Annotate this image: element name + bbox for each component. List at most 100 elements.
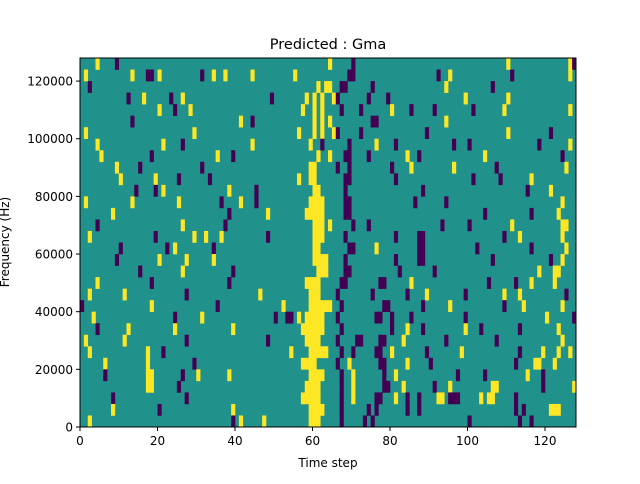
heatmap-cell [343, 150, 352, 163]
heatmap-cell [138, 265, 143, 278]
heatmap-cell [351, 369, 356, 382]
heatmap-cell [149, 277, 154, 289]
heatmap-cell [521, 403, 526, 416]
heatmap-cell [432, 380, 437, 393]
heatmap-cell [145, 369, 154, 382]
heatmap-cell [448, 392, 461, 405]
heatmap-cell [227, 369, 232, 382]
heatmap-cell [293, 69, 298, 82]
heatmap-cell [417, 230, 426, 243]
heatmap-cell [231, 323, 236, 336]
heatmap-cell [320, 104, 325, 116]
y-tick-label: 80000 [35, 190, 73, 204]
heatmap-cell [432, 265, 437, 278]
heatmap-cell [176, 196, 182, 209]
heatmap-cell [428, 357, 433, 370]
x-tick-label: 0 [76, 434, 84, 448]
heatmap-cell [184, 288, 189, 301]
y-tick-label: 100000 [27, 132, 73, 146]
heatmap-cell [188, 104, 193, 116]
heatmap-cell [320, 92, 325, 105]
heatmap-cell [393, 392, 399, 405]
heatmap-cell [510, 219, 515, 232]
heatmap-cell [95, 323, 100, 336]
heatmap-cell [541, 346, 546, 359]
heatmap-cell [486, 392, 495, 405]
heatmap-cell [483, 369, 488, 382]
heatmap-cell [455, 369, 461, 382]
heatmap-cell [250, 138, 255, 151]
heatmap-cell [572, 311, 577, 324]
heatmap-cell [258, 288, 263, 301]
heatmap-cell [219, 196, 224, 209]
y-tick-label: 0 [65, 421, 73, 435]
heatmap-cell [506, 58, 511, 70]
heatmap-cell [308, 288, 321, 301]
heatmap-cell [502, 300, 507, 312]
heatmap-cell [339, 392, 344, 405]
chart-title: Predicted : Gma [270, 37, 386, 53]
heatmap-cell [204, 230, 209, 243]
heatmap-cell [335, 288, 340, 301]
heatmap-cell [405, 288, 410, 301]
heatmap-cell [494, 161, 499, 174]
heatmap-cell [134, 184, 139, 197]
y-tick-label: 60000 [35, 248, 73, 262]
heatmap-cell [114, 58, 120, 70]
heatmap-cell [91, 311, 96, 324]
heatmap-cell [161, 184, 166, 197]
heatmap-cell [351, 219, 356, 232]
heatmap-cell [118, 173, 123, 186]
heatmap-cell [200, 311, 205, 324]
heatmap-cell [157, 403, 162, 416]
x-tick-label: 40 [227, 434, 242, 448]
heatmap-cell [312, 242, 321, 255]
heatmap-cell [180, 138, 185, 151]
heatmap-cell [378, 357, 387, 370]
heatmap-cell [339, 403, 344, 416]
heatmap-cell [324, 81, 333, 93]
heatmap-cell [304, 334, 321, 347]
heatmap-cell [390, 323, 395, 336]
heatmap-cell [366, 92, 371, 105]
heatmap-cell [514, 392, 519, 405]
heatmap-cell [351, 58, 356, 70]
heatmap-cell [300, 323, 325, 336]
heatmap-cell [362, 415, 368, 428]
heatmap-cell [312, 92, 317, 105]
heatmap-cell [145, 69, 154, 82]
heatmap-cell [87, 346, 92, 359]
heatmap-cell [343, 184, 348, 197]
heatmap-cell [95, 219, 100, 232]
heatmap-cell [122, 288, 127, 301]
heatmap-cell [560, 334, 565, 347]
heatmap-cell [83, 334, 89, 347]
heatmap-cell [517, 288, 523, 301]
heatmap-cell [440, 219, 445, 232]
heatmap-cell [424, 288, 430, 301]
heatmap-cell [254, 184, 259, 197]
heatmap-cell [200, 69, 205, 82]
heatmap-cell [157, 69, 162, 82]
heatmap-cell [316, 81, 321, 93]
heatmap-cell [335, 357, 340, 370]
x-tick-label: 120 [534, 434, 557, 448]
heatmap-cell [552, 357, 557, 370]
heatmap-cell [479, 323, 484, 336]
heatmap-cell [335, 311, 340, 324]
heatmap-cell [560, 254, 565, 266]
heatmap-cell [452, 161, 457, 174]
heatmap-cell [564, 242, 569, 255]
heatmap-cell [448, 300, 453, 312]
heatmap-cell [219, 230, 224, 243]
heatmap-cell [448, 69, 453, 82]
heatmap-cell [312, 127, 317, 140]
heatmap-cell [231, 403, 236, 416]
heatmap-cell [227, 184, 232, 197]
heatmap-cell [339, 323, 344, 336]
heatmap-cell [370, 115, 379, 128]
heatmap-cell [184, 334, 189, 347]
heatmap-cell [122, 334, 127, 347]
x-tick-label: 80 [382, 434, 397, 448]
heatmap-cell [475, 242, 480, 255]
